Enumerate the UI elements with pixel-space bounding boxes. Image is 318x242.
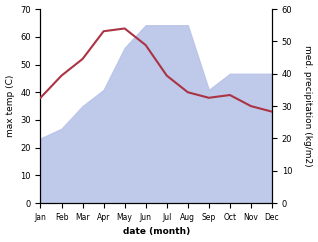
Y-axis label: med. precipitation (kg/m2): med. precipitation (kg/m2) xyxy=(303,45,313,167)
X-axis label: date (month): date (month) xyxy=(123,227,190,236)
Y-axis label: max temp (C): max temp (C) xyxy=(5,75,15,137)
